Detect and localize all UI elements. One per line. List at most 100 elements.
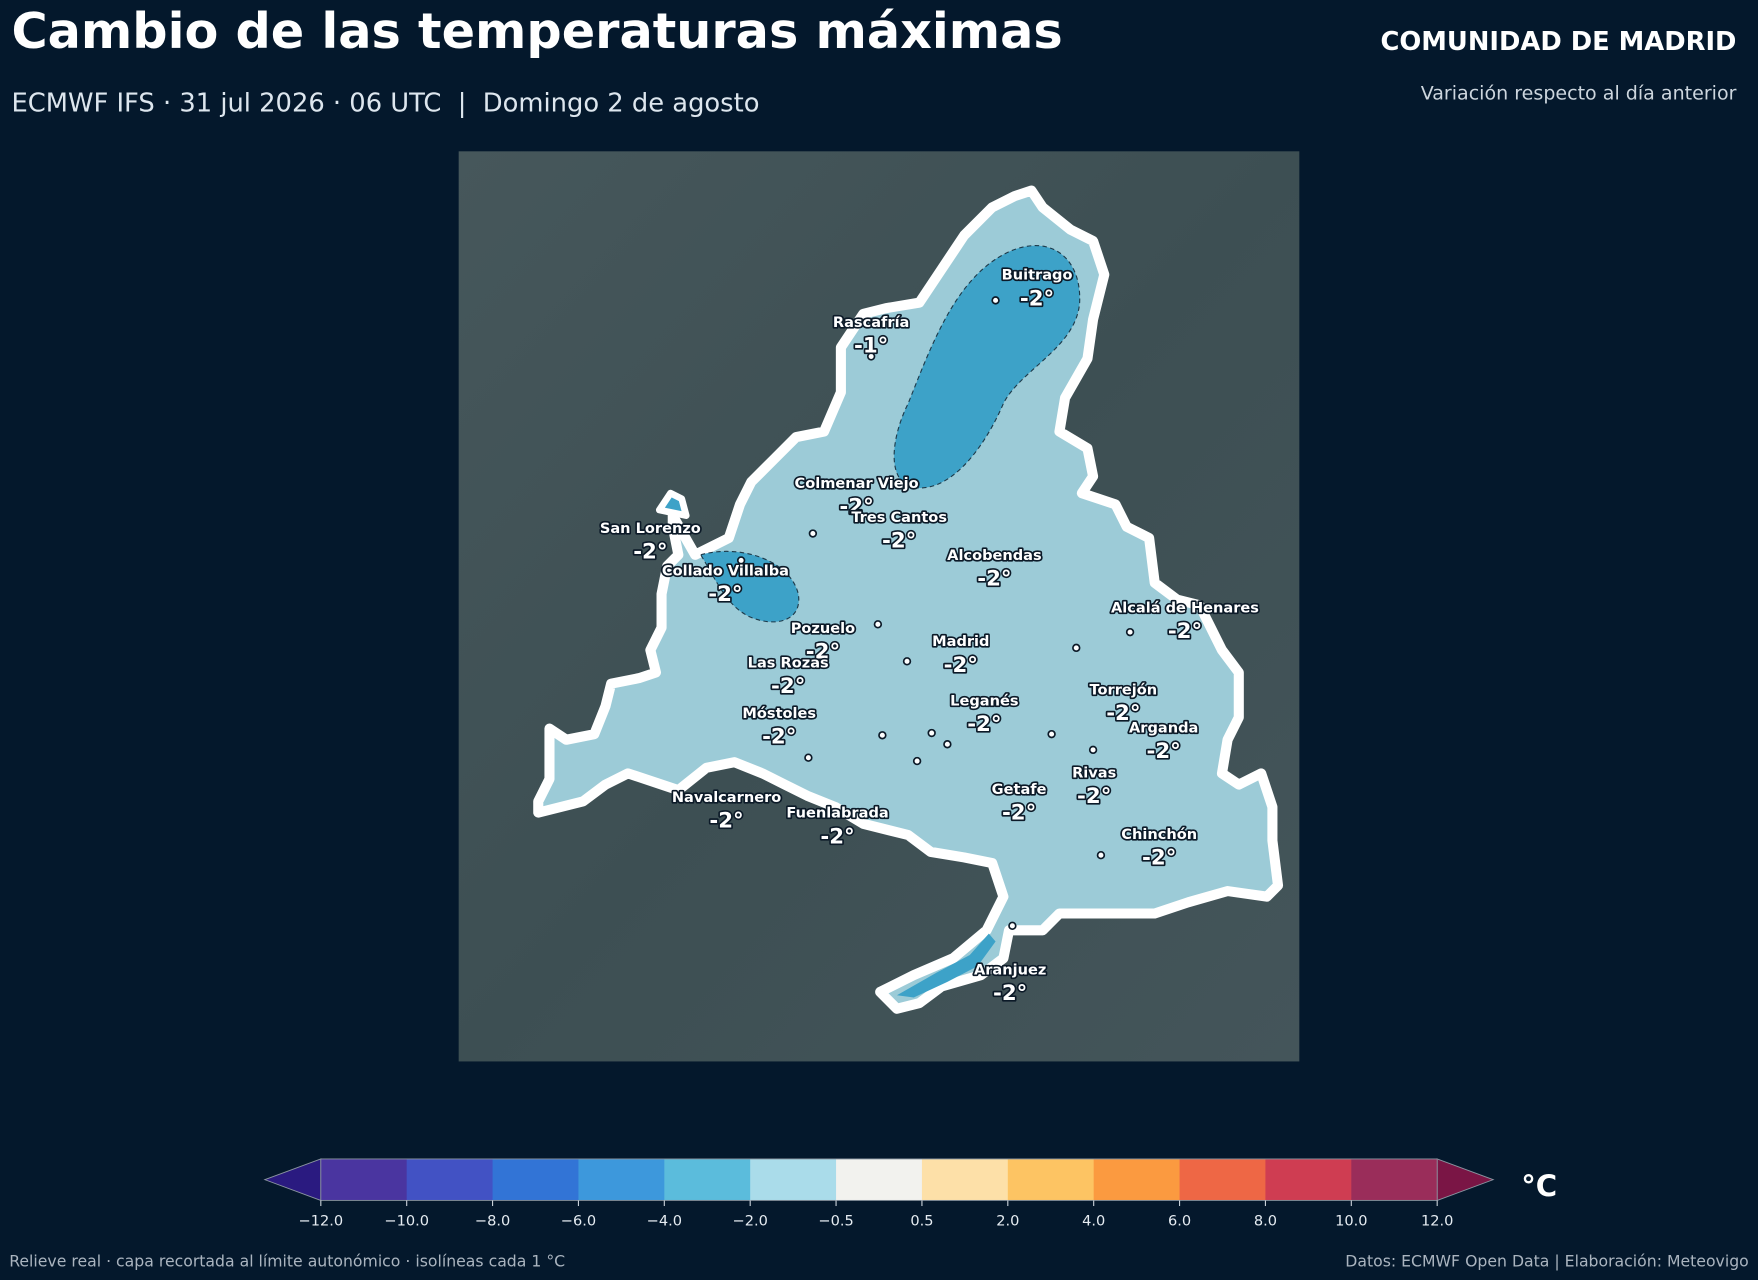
city-name: Fuenlabrada [786,805,888,822]
city-dot [1088,745,1098,755]
city-value: -2° [1147,739,1181,764]
city-value: -2° [709,809,743,834]
city-name: Las Rozas [748,655,829,672]
city-value: -2° [1168,619,1202,644]
title: Cambio de las temperaturas máximas [11,2,1062,60]
colorbar-tick-label: −10.0 [384,1213,429,1230]
city-name: Madrid [932,633,989,650]
city-dot [808,529,818,538]
colorbar-tick-label: 4.0 [1082,1213,1105,1230]
city-value: -2° [839,495,873,520]
colorbar-frame [320,1158,1438,1201]
city-name: Pozuelo [791,620,855,637]
colorbar-segment [1093,1158,1181,1201]
city-dot [902,657,912,666]
colorbar-segment [836,1158,923,1201]
city-value: -2° [944,653,978,678]
city-value: -2° [1020,286,1054,311]
city-name: Colmenar Viejo [795,475,919,492]
city-value: -2° [708,582,742,607]
colorbar-unit: °C [1521,1169,1557,1203]
city-name: Torrejón [1090,681,1158,698]
city-value: -2° [1002,801,1036,826]
colorbar-segment [1007,1158,1095,1201]
enclave [655,489,690,519]
city-dot [1096,850,1106,860]
city-value: -1° [854,333,888,358]
city-name: Alcalá de Henares [1111,600,1259,617]
city-value: -2° [1077,784,1111,809]
colorbar-segment [750,1158,837,1201]
city-dot [866,352,876,361]
city-value: -2° [993,981,1027,1006]
colorbar-tick-label: −6.0 [561,1213,596,1230]
colorbar-segment [1351,1158,1438,1201]
city-value: -2° [1106,701,1140,726]
zone-buitrago [893,245,1081,489]
city-value: -2° [967,712,1001,737]
city-value: -2° [977,566,1011,591]
colorbar-segment [1179,1158,1266,1201]
city-name: Rivas [1072,764,1116,781]
city-name: Alcobendas [947,547,1042,564]
city-dot [736,556,746,565]
zone-aranjuez [896,933,996,998]
colorbar-segment [664,1158,751,1201]
city-dot [1125,627,1135,637]
colorbar-tick-label: 6.0 [1168,1213,1191,1230]
colorbar-tick-label: 0.5 [910,1213,933,1230]
city-dot [943,740,952,749]
city-name: Aranjuez [974,962,1046,979]
city-name: Navalcarnero [672,789,781,806]
city-name: Leganés [950,693,1018,710]
colorbar-segment [406,1158,494,1201]
city-name: Arganda [1129,720,1198,737]
city-value: -2° [820,824,854,849]
colorbar: −12.0 −10.0 −8.0 −6.0 −4.0 −2.0 −0.5 0.5 2.0 4.0 6… [263,1158,1495,1230]
city-name: Chinchón [1121,826,1197,843]
city-dot [927,728,936,738]
city-name: Getafe [992,781,1047,798]
colorbar-segment [492,1158,580,1201]
colorbar-tick-label: −4.0 [647,1213,682,1230]
colorbar-tick-label: 12.0 [1421,1213,1453,1230]
colorbar-tick-label: −2.0 [733,1213,768,1230]
city-name: Buitrago [1002,267,1073,284]
city-value: -2° [633,540,667,565]
colorbar-tick-label: −12.0 [299,1213,344,1230]
city-name: Móstoles [742,705,816,722]
colorbar-tick-label: −8.0 [475,1213,510,1230]
city-dot [1008,921,1017,931]
region-fill [533,185,1284,1014]
city-dot [878,731,887,740]
city-value: -2° [762,725,796,750]
city-dot [1072,643,1081,653]
colorbar-segment [1265,1158,1352,1201]
city-name: Rascafría [833,314,910,331]
city-value: -2° [882,528,916,553]
city-name: Tres Cantos [851,509,947,526]
city-dot [991,296,1000,305]
colorbar-tick-label: −0.5 [818,1213,853,1230]
city-dot [1047,729,1056,739]
city-labels: Buitrago -2° Rascafría -1° Colmenar Viejo -2°… [598,265,1260,1008]
region-shape [533,185,1284,1014]
city-value: -2° [771,674,805,699]
colorbar-tick-label: 10.0 [1335,1213,1367,1230]
footer-right: Datos: ECMWF Open Data | Elaboración: Me… [1345,1252,1749,1271]
footer-left: Relieve real · capa recortada al límite … [9,1252,565,1271]
zone-villalba [699,550,800,623]
city-value: -2° [806,639,840,664]
city-value: -2° [1142,846,1176,871]
region: COMUNIDAD DE MADRID [1380,27,1736,57]
colorbar-segment [320,1158,408,1201]
colorbar-segment [921,1158,1009,1201]
city-name: Collado Villalba [662,563,789,580]
city-dot [804,753,813,762]
colorbar-tick-label: 2.0 [996,1213,1019,1230]
city-dot [873,620,883,629]
description: Variación respecto al día anterior [1421,83,1737,105]
colorbar-tick-label: 8.0 [1254,1213,1277,1230]
